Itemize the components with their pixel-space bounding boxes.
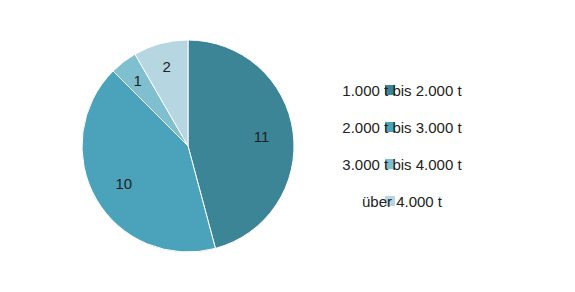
svg-text:3.000 t bis 4.000 t: 3.000 t bis 4.000 t — [342, 156, 462, 173]
svg-text:1: 1 — [133, 72, 141, 89]
svg-text:2.000 t bis 3.000 t: 2.000 t bis 3.000 t — [342, 119, 462, 136]
svg-text:über 4.000 t: über 4.000 t — [362, 193, 443, 210]
svg-text:2: 2 — [162, 58, 170, 75]
svg-text:1.000 t bis 2.000 t: 1.000 t bis 2.000 t — [342, 82, 462, 99]
svg-text:10: 10 — [115, 175, 132, 192]
svg-text:11: 11 — [254, 128, 270, 145]
